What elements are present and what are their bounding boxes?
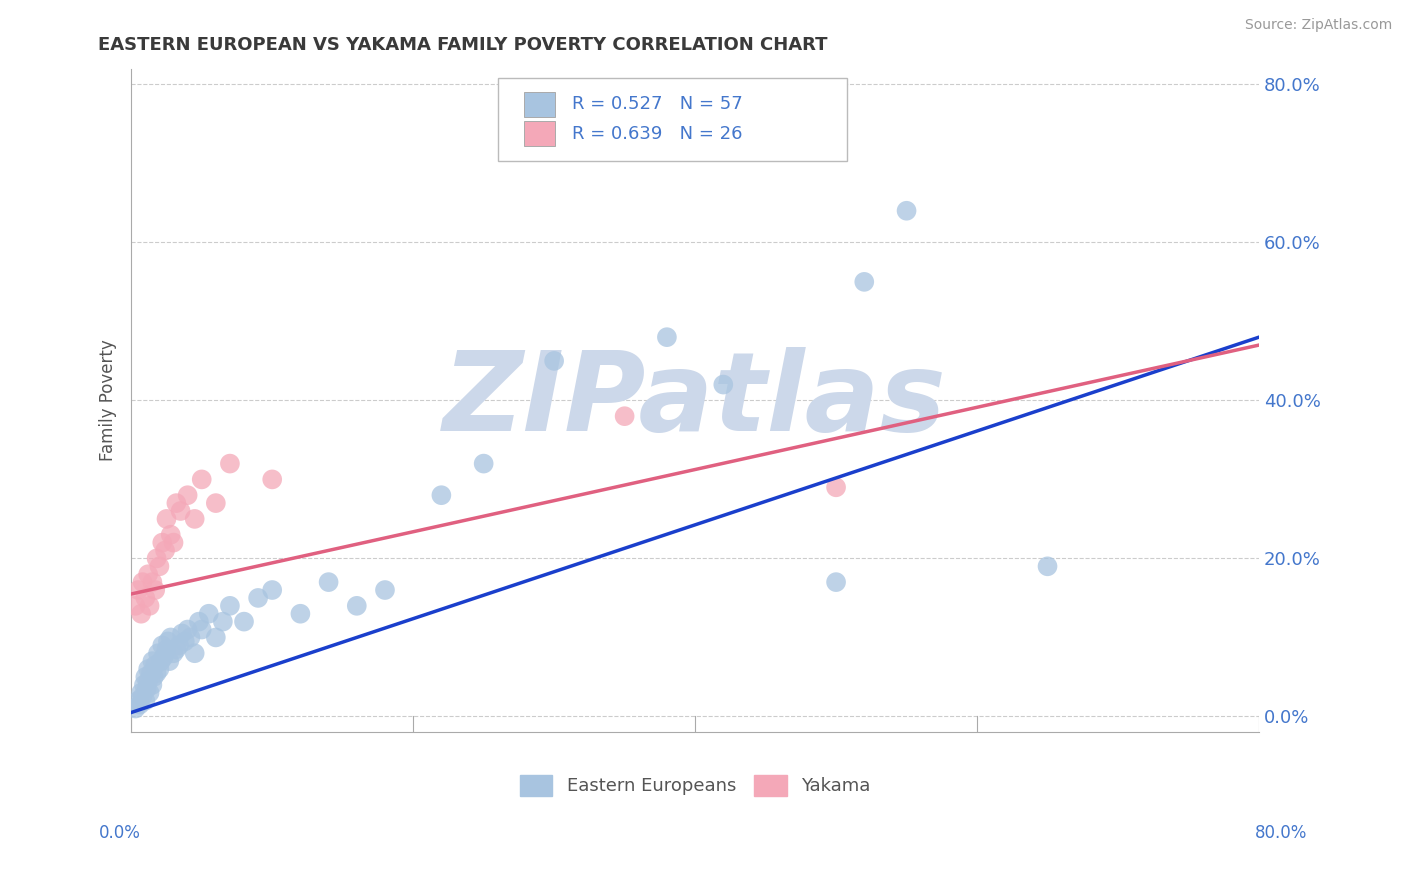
Point bbox=[1036, 559, 1059, 574]
Text: R = 0.527   N = 57: R = 0.527 N = 57 bbox=[572, 95, 742, 113]
Point bbox=[145, 665, 167, 680]
FancyBboxPatch shape bbox=[523, 121, 555, 146]
Point bbox=[134, 693, 156, 707]
Text: 0.0%: 0.0% bbox=[98, 824, 141, 842]
Point bbox=[134, 670, 156, 684]
Point bbox=[247, 591, 270, 605]
Point bbox=[219, 457, 242, 471]
Point bbox=[136, 662, 159, 676]
Point bbox=[262, 472, 284, 486]
Point bbox=[129, 607, 152, 621]
Point bbox=[613, 409, 636, 424]
Point bbox=[205, 631, 228, 645]
Point bbox=[143, 658, 166, 673]
Point bbox=[124, 599, 146, 613]
Point bbox=[131, 575, 153, 590]
Point bbox=[138, 599, 160, 613]
Point bbox=[346, 599, 368, 613]
Point bbox=[853, 275, 876, 289]
Point bbox=[149, 654, 172, 668]
Point bbox=[825, 575, 848, 590]
Point bbox=[176, 488, 198, 502]
Point bbox=[135, 681, 157, 696]
Point bbox=[127, 582, 149, 597]
Point bbox=[165, 642, 187, 657]
Point bbox=[124, 701, 146, 715]
Point bbox=[825, 480, 848, 494]
Y-axis label: Family Poverty: Family Poverty bbox=[100, 340, 117, 461]
Point bbox=[152, 650, 174, 665]
Point bbox=[138, 686, 160, 700]
Text: R = 0.639   N = 26: R = 0.639 N = 26 bbox=[572, 125, 742, 143]
Point bbox=[162, 535, 184, 549]
Point bbox=[655, 330, 678, 344]
Point bbox=[197, 607, 219, 621]
Point bbox=[150, 638, 173, 652]
Point bbox=[219, 599, 242, 613]
Point bbox=[146, 646, 169, 660]
Point bbox=[148, 559, 170, 574]
Point bbox=[205, 496, 228, 510]
Point bbox=[132, 678, 155, 692]
Point bbox=[165, 496, 187, 510]
Point bbox=[153, 543, 176, 558]
Point bbox=[170, 626, 193, 640]
Point bbox=[374, 582, 396, 597]
Point bbox=[169, 504, 191, 518]
Point bbox=[131, 690, 153, 704]
Point bbox=[136, 567, 159, 582]
Point bbox=[430, 488, 453, 502]
Point bbox=[155, 642, 177, 657]
Point bbox=[159, 527, 181, 541]
Point bbox=[143, 582, 166, 597]
Text: EASTERN EUROPEAN VS YAKAMA FAMILY POVERTY CORRELATION CHART: EASTERN EUROPEAN VS YAKAMA FAMILY POVERT… bbox=[98, 36, 828, 54]
Point bbox=[162, 646, 184, 660]
Point bbox=[157, 654, 180, 668]
Point bbox=[127, 693, 149, 707]
Point bbox=[156, 634, 179, 648]
Point bbox=[472, 457, 495, 471]
Point bbox=[183, 512, 205, 526]
Point bbox=[173, 634, 195, 648]
Point bbox=[136, 673, 159, 688]
Point bbox=[145, 551, 167, 566]
Point bbox=[142, 670, 165, 684]
FancyBboxPatch shape bbox=[523, 92, 555, 117]
Point bbox=[233, 615, 256, 629]
Point bbox=[167, 638, 190, 652]
Text: 80.0%: 80.0% bbox=[1256, 824, 1308, 842]
Point bbox=[141, 575, 163, 590]
Legend: Eastern Europeans, Yakama: Eastern Europeans, Yakama bbox=[513, 768, 877, 803]
Point bbox=[190, 623, 212, 637]
Point bbox=[711, 377, 734, 392]
Point bbox=[134, 591, 156, 605]
Point bbox=[129, 686, 152, 700]
Point bbox=[262, 582, 284, 597]
Point bbox=[543, 354, 565, 368]
Point bbox=[212, 615, 235, 629]
Point bbox=[183, 646, 205, 660]
Point bbox=[139, 665, 162, 680]
Point bbox=[150, 535, 173, 549]
Text: Source: ZipAtlas.com: Source: ZipAtlas.com bbox=[1244, 18, 1392, 32]
Point bbox=[190, 472, 212, 486]
Text: ZIPatlas: ZIPatlas bbox=[443, 347, 948, 454]
Point bbox=[141, 678, 163, 692]
Point bbox=[176, 623, 198, 637]
FancyBboxPatch shape bbox=[498, 78, 848, 161]
Point bbox=[148, 662, 170, 676]
Point bbox=[290, 607, 312, 621]
Point bbox=[155, 512, 177, 526]
Point bbox=[179, 631, 201, 645]
Point bbox=[159, 631, 181, 645]
Point bbox=[128, 698, 150, 712]
Point bbox=[141, 654, 163, 668]
Point bbox=[896, 203, 918, 218]
Point bbox=[187, 615, 209, 629]
Point bbox=[318, 575, 340, 590]
